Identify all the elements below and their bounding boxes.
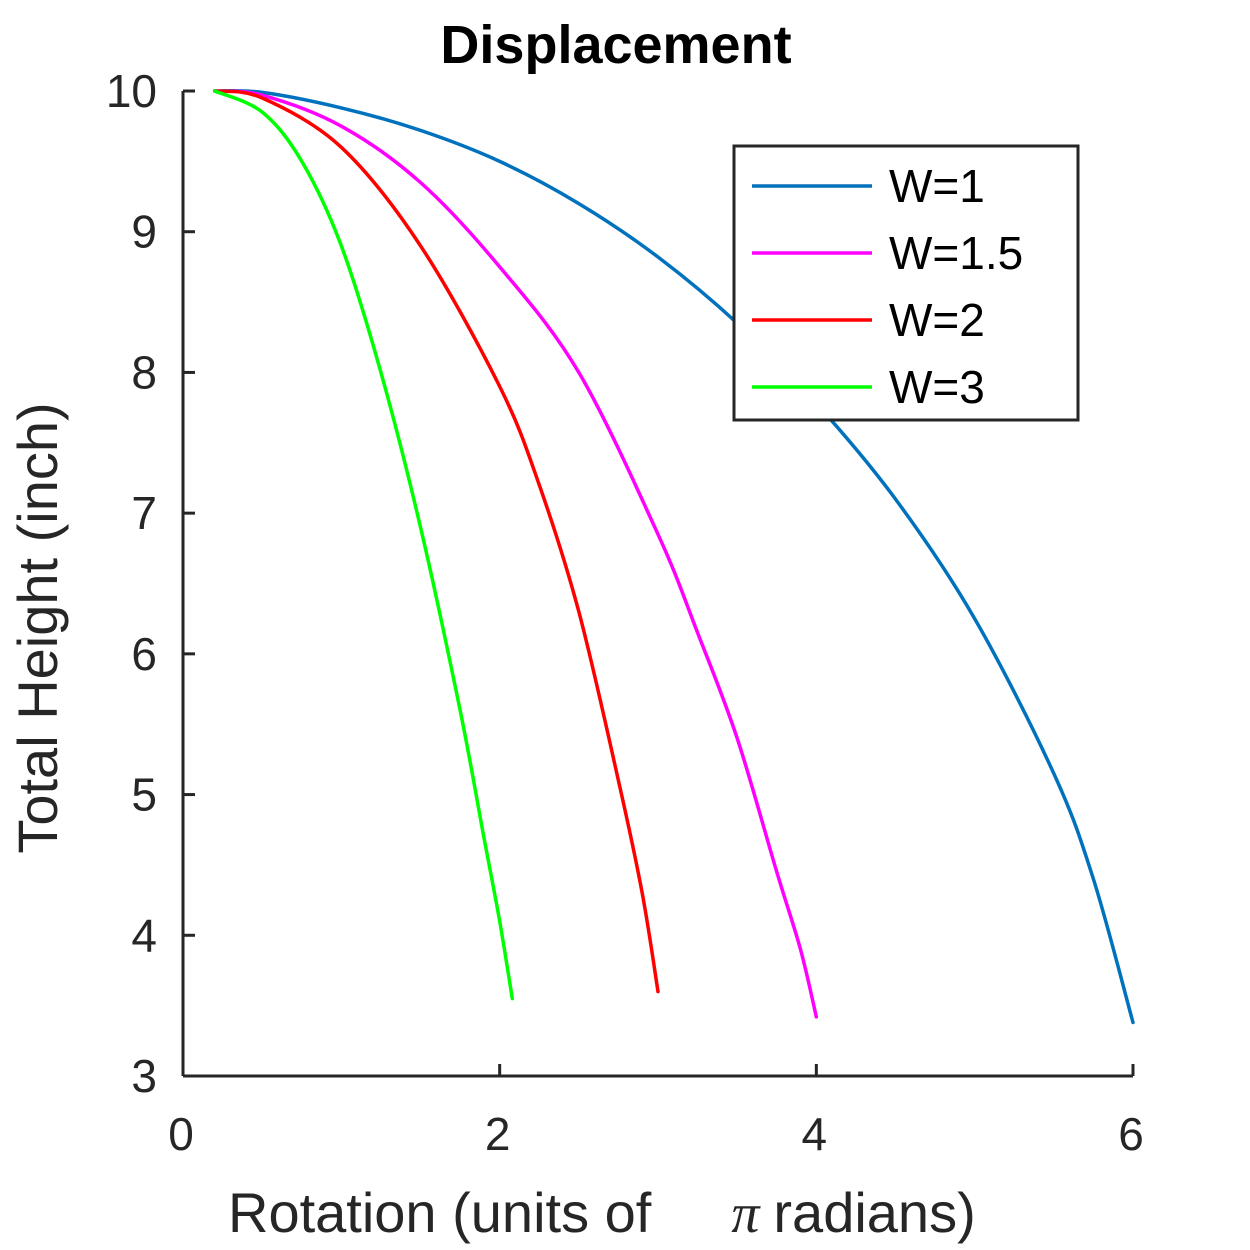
y-tick-label: 5 — [131, 769, 157, 821]
series-line-w-3 — [212, 89, 515, 1001]
axes: 3 4 5 6 7 8 9 10 0 2 4 6 — [106, 65, 1144, 1160]
legend-label-w-1-5: W=1.5 — [889, 227, 1023, 279]
x-tick-label: 6 — [1118, 1108, 1144, 1160]
y-tick-label: 8 — [131, 346, 157, 398]
legend-label-w-2: W=2 — [889, 294, 985, 346]
x-axis-label-part-2: radians) — [773, 1181, 975, 1244]
x-axis-label: Rotation (units of π radians) — [228, 1181, 976, 1245]
series-line-w-1-5 — [212, 89, 819, 1019]
y-tick-label: 4 — [131, 909, 157, 961]
y-tick-label: 9 — [131, 206, 157, 258]
legend-box — [732, 144, 1080, 422]
y-tick-label: 3 — [131, 1050, 157, 1102]
y-tick-label: 10 — [106, 65, 157, 117]
x-tick-label: 0 — [168, 1108, 194, 1160]
chart-title: Displacement — [440, 15, 791, 75]
y-axis-label: Total Height (inch) — [6, 402, 69, 853]
x-axis-label-pi: π — [731, 1183, 761, 1245]
x-axis-label-part-1: Rotation (units of — [228, 1181, 652, 1244]
series-line-w-2 — [212, 89, 660, 994]
legend-label-w-3: W=3 — [889, 361, 985, 413]
y-tick-label: 6 — [131, 628, 157, 680]
legend: W=1 W=1.5 W=2 W=3 — [732, 144, 1080, 422]
y-tick-label: 7 — [131, 487, 157, 539]
x-tick-label: 2 — [485, 1108, 511, 1160]
x-tick-label: 4 — [802, 1108, 828, 1160]
legend-label-w-1: W=1 — [889, 160, 985, 212]
